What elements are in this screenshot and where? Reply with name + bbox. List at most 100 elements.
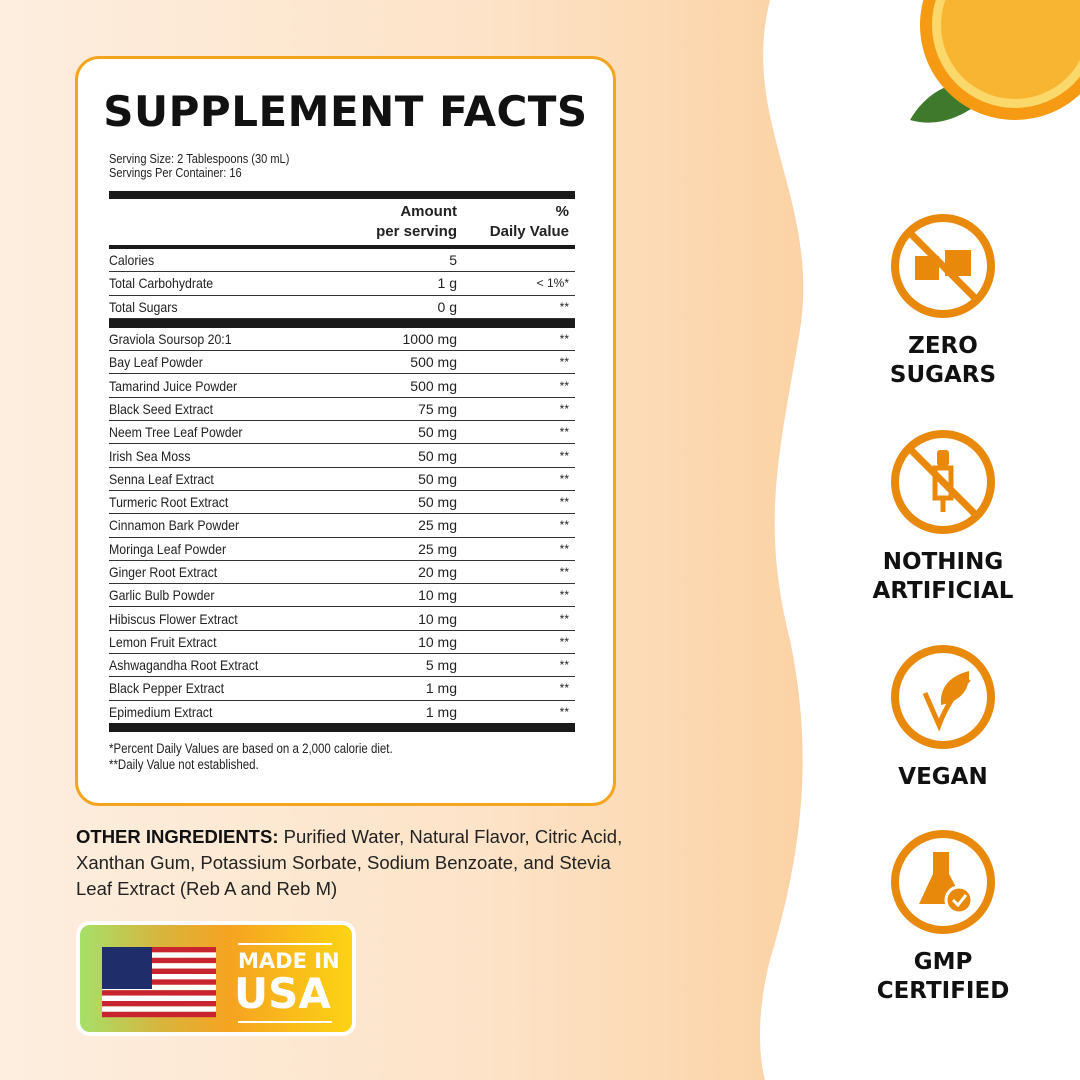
- table-row: Neem Tree Leaf Powder 50 mg **: [109, 421, 575, 445]
- ingredient-name: Irish Sea Moss: [109, 447, 191, 464]
- ingredient-name: Graviola Soursop 20:1: [109, 331, 232, 348]
- daily-value: **: [559, 378, 569, 393]
- ingredient-name: Black Seed Extract: [109, 400, 214, 417]
- ingredient-name: Ginger Root Extract: [109, 564, 218, 580]
- dv-header-line1: %: [555, 203, 569, 220]
- divider: [238, 1021, 332, 1023]
- usa-text: USA: [234, 969, 331, 1018]
- daily-value: **: [559, 332, 569, 347]
- ingredient-name: Cinnamon Bark Powder: [109, 517, 240, 534]
- ingredient-amount: 10 mg: [418, 633, 457, 650]
- ingredient-amount: 10 mg: [418, 610, 457, 627]
- daily-value: **: [559, 518, 569, 533]
- other-ingredients: OTHER INGREDIENTS: Purified Water, Natur…: [76, 824, 636, 902]
- table-row: Ginger Root Extract 20 mg **: [109, 561, 575, 585]
- badge-label-line1: VEGAN: [898, 764, 988, 790]
- badge-label-line1: ZERO: [908, 333, 978, 359]
- ingredient-amount: 500 mg: [410, 354, 457, 371]
- serving-info: Serving Size: 2 Tablespoons (30 mL) Serv…: [109, 152, 289, 180]
- daily-value: **: [559, 611, 569, 626]
- divider-thick: [109, 722, 575, 732]
- flag-stripe: [102, 952, 216, 958]
- ingredient-amount: 50 mg: [418, 447, 457, 464]
- divider-medium: [109, 245, 575, 249]
- ingredient-amount: 1 mg: [425, 703, 457, 720]
- basic-rows: Calories 5 Total Carbohydrate 1 g < 1%* Total…: [109, 249, 575, 319]
- ingredient-amount: 1 mg: [425, 680, 457, 697]
- table-row: Black Pepper Extract 1 mg **: [109, 677, 575, 701]
- ingredient-amount: 10 mg: [418, 587, 457, 604]
- table-row: Calories 5: [109, 249, 575, 273]
- daily-value: **: [559, 681, 569, 696]
- serving-size: Serving Size: 2 Tablespoons (30 mL): [109, 151, 290, 166]
- ingredient-name: Calories: [109, 252, 155, 269]
- ingredient-name: Senna Leaf Extract: [109, 470, 214, 487]
- ingredient-amount: 25 mg: [418, 540, 457, 557]
- ingredient-name: Total Carbohydrate: [109, 275, 214, 292]
- table-row: Total Carbohydrate 1 g < 1%*: [109, 272, 575, 296]
- facts-title: SUPPLEMENT FACTS: [103, 87, 588, 136]
- flask-check-icon: [891, 830, 995, 934]
- ingredient-rows: Graviola Soursop 20:1 1000 mg ** Bay Leaf P…: [109, 328, 575, 724]
- ingredient-name: Lemon Fruit Extract: [109, 633, 217, 650]
- divider-thick: [109, 191, 575, 199]
- daily-value: **: [559, 565, 569, 579]
- badge-label-line2: ARTIFICIAL: [872, 578, 1014, 604]
- table-row: Cinnamon Bark Powder 25 mg **: [109, 514, 575, 538]
- badge-nothing-artificial: NOTHING ARTIFICIAL: [870, 428, 1016, 606]
- daily-value: **: [559, 495, 569, 510]
- no-dropper-icon: [891, 430, 995, 534]
- leaf-check-icon: [891, 645, 995, 749]
- no-sugar-cubes-icon: [891, 214, 995, 318]
- footnote-dv: *Percent Daily Values are based on a 2,0…: [109, 741, 393, 756]
- table-row: Total Sugars 0 g **: [109, 296, 575, 319]
- ingredient-amount: 500 mg: [410, 377, 457, 394]
- flag-stripe: [102, 974, 216, 980]
- ingredient-amount: 50 mg: [418, 494, 457, 511]
- dv-header: % Daily Value: [457, 202, 575, 242]
- ingredient-name: Ashwagandha Root Extract: [109, 657, 259, 674]
- daily-value: < 1%*: [536, 276, 569, 291]
- ingredient-amount: 20 mg: [418, 564, 457, 580]
- flag-stripe: [102, 984, 216, 991]
- table-row: Graviola Soursop 20:1 1000 mg **: [109, 328, 575, 352]
- flag-stripe: [102, 963, 216, 969]
- table-row: Moringa Leaf Powder 25 mg **: [109, 538, 575, 561]
- ingredient-name: Turmeric Root Extract: [109, 494, 229, 511]
- badge-label-line2: SUGARS: [889, 362, 997, 388]
- servings-per-container: Servings Per Container: 16: [109, 165, 242, 180]
- daily-value: **: [559, 471, 569, 486]
- divider: [238, 943, 332, 945]
- ingredient-amount: 5 mg: [425, 657, 457, 674]
- dv-header-line2: Daily Value: [489, 223, 569, 240]
- table-header: Amount per serving % Daily Value: [109, 199, 575, 245]
- flag-stripe: [102, 990, 216, 996]
- ingredient-name: Black Pepper Extract: [109, 680, 225, 697]
- badge-label-line2: CERTIFIED: [876, 978, 1010, 1004]
- ingredient-name: Moringa Leaf Powder: [109, 540, 227, 557]
- daily-value: **: [559, 401, 569, 416]
- daily-value: **: [559, 588, 569, 603]
- made-in-usa-badge: MADE IN USA: [76, 921, 356, 1036]
- made-in-text: MADE IN: [238, 949, 340, 973]
- ingredient-name: Garlic Bulb Powder: [109, 587, 215, 604]
- amount-header-line1: Amount: [400, 203, 457, 220]
- daily-value: **: [559, 658, 569, 673]
- ingredient-name: Neem Tree Leaf Powder: [109, 424, 243, 441]
- table-row: Epimedium Extract 1 mg **: [109, 701, 575, 724]
- footnotes: *Percent Daily Values are based on a 2,0…: [109, 741, 393, 773]
- flag-stripe: [102, 968, 216, 974]
- ingredient-name: Total Sugars: [109, 298, 178, 315]
- ingredient-amount: 1000 mg: [402, 331, 457, 348]
- table-row: Ashwagandha Root Extract 5 mg **: [109, 654, 575, 678]
- orange-slice-image: [910, 0, 1080, 123]
- table-row: Black Seed Extract 75 mg **: [109, 398, 575, 422]
- table-row: Bay Leaf Powder 500 mg **: [109, 351, 575, 375]
- table-row: Garlic Bulb Powder 10 mg **: [109, 584, 575, 608]
- ingredient-amount: 25 mg: [418, 517, 457, 534]
- badge-vegan: VEGAN: [870, 643, 1016, 792]
- ingredient-amount: 75 mg: [418, 400, 457, 417]
- daily-value: **: [559, 448, 569, 463]
- daily-value: **: [559, 541, 569, 556]
